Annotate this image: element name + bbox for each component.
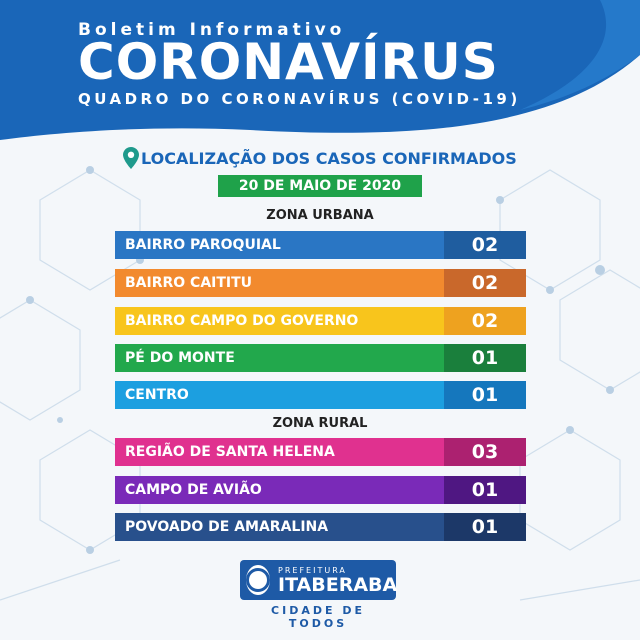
header-tagline: QUADRO DO CORONAVÍRUS (COVID-19) xyxy=(78,90,521,108)
header-subtitle: Boletim Informativo xyxy=(78,20,346,40)
case-row: POVOADO DE AMARALINA 01 xyxy=(115,513,526,541)
map-pin-icon xyxy=(123,147,139,169)
logo-slogan: CIDADE DE TODOS xyxy=(271,604,365,630)
case-row: BAIRRO PAROQUIAL 02 xyxy=(115,231,526,259)
case-row: CENTRO 01 xyxy=(115,381,526,409)
header-title: CORONAVÍRUS xyxy=(78,33,499,91)
row-location-name: POVOADO DE AMARALINA xyxy=(115,513,444,541)
row-location-name: BAIRRO CAITITU xyxy=(115,269,444,297)
zone-rural-label: ZONA RURAL xyxy=(272,416,368,431)
city-emblem-icon xyxy=(246,565,270,595)
location-title: LOCALIZAÇÃO DOS CASOS CONFIRMADOS xyxy=(123,146,523,170)
logo-city-name: ITABERABA xyxy=(278,573,398,596)
row-location-name: REGIÃO DE SANTA HELENA xyxy=(115,438,444,466)
logo-prefeitura: PREFEITURA xyxy=(278,565,347,575)
row-case-count: 01 xyxy=(444,344,526,372)
row-case-count: 01 xyxy=(444,513,526,541)
case-row: PÉ DO MONTE 01 xyxy=(115,344,526,372)
case-row: CAMPO DE AVIÃO 01 xyxy=(115,476,526,504)
location-title-text: LOCALIZAÇÃO DOS CASOS CONFIRMADOS xyxy=(141,148,517,168)
row-location-name: CENTRO xyxy=(115,381,444,409)
city-logo: PREFEITURA ITABERABA xyxy=(240,560,398,600)
row-case-count: 01 xyxy=(444,476,526,504)
row-location-name: BAIRRO PAROQUIAL xyxy=(115,231,444,259)
case-row: BAIRRO CAITITU 02 xyxy=(115,269,526,297)
date-badge: 20 DE MAIO DE 2020 xyxy=(218,175,422,197)
row-case-count: 02 xyxy=(444,269,526,297)
header-band xyxy=(0,0,640,140)
zone-urban-label: ZONA URBANA xyxy=(266,208,374,223)
row-location-name: BAIRRO CAMPO DO GOVERNO xyxy=(115,307,444,335)
row-case-count: 01 xyxy=(444,381,526,409)
row-location-name: PÉ DO MONTE xyxy=(115,344,444,372)
case-row: REGIÃO DE SANTA HELENA 03 xyxy=(115,438,526,466)
case-row: BAIRRO CAMPO DO GOVERNO 02 xyxy=(115,307,526,335)
row-case-count: 03 xyxy=(444,438,526,466)
row-case-count: 02 xyxy=(444,307,526,335)
row-case-count: 02 xyxy=(444,231,526,259)
row-location-name: CAMPO DE AVIÃO xyxy=(115,476,444,504)
